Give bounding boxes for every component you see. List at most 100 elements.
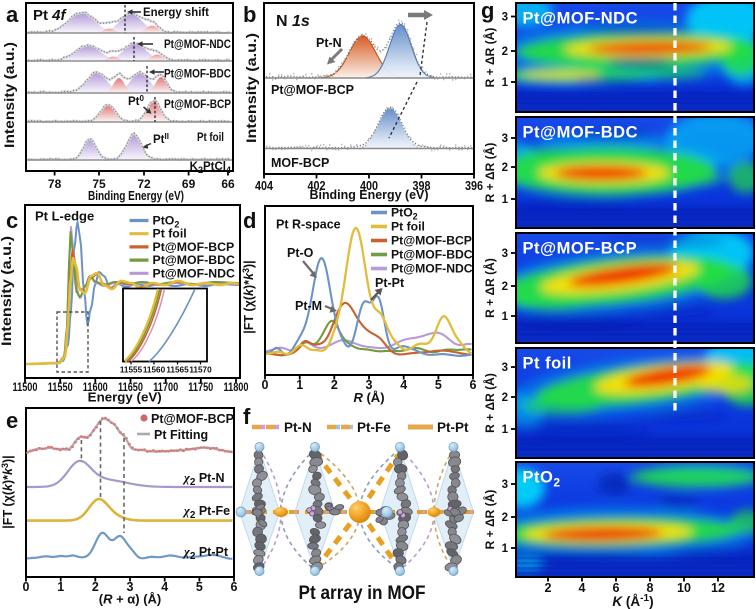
svg-text:Pt@MOF-NDC: Pt@MOF-NDC	[391, 262, 473, 276]
svg-text:2: 2	[502, 46, 508, 58]
svg-text:K2PtCl4: K2PtCl4	[190, 161, 231, 175]
svg-text:3: 3	[502, 479, 508, 491]
svg-text:2: 2	[92, 580, 99, 594]
svg-text:78: 78	[48, 177, 62, 191]
svg-text:0: 0	[23, 580, 30, 594]
svg-text:Pt L-edge: Pt L-edge	[35, 209, 94, 224]
svg-text:Pt@MOF-BDC: Pt@MOF-BDC	[391, 248, 473, 262]
svg-text:χ2 Pt-N: χ2 Pt-N	[182, 471, 225, 488]
svg-text:404: 404	[255, 179, 273, 193]
svg-text:3: 3	[127, 580, 134, 594]
svg-text:11560: 11560	[143, 366, 166, 375]
svg-text:Pt Fitting: Pt Fitting	[154, 428, 208, 442]
svg-text:Pt foil: Pt foil	[391, 220, 425, 234]
svg-text:6: 6	[231, 580, 238, 594]
svg-text:1: 1	[502, 543, 509, 555]
svg-text:11800: 11800	[224, 382, 249, 394]
svg-text:Pt-M: Pt-M	[295, 299, 322, 313]
svg-text:χ2 Pt-Fe: χ2 Pt-Fe	[182, 504, 230, 521]
svg-text:402: 402	[308, 179, 326, 193]
svg-text:Pt-N: Pt-N	[284, 420, 312, 435]
svg-text:2: 2	[502, 162, 508, 174]
svg-text:3: 3	[502, 12, 508, 24]
svg-text:Pt foil: Pt foil	[153, 227, 187, 241]
svg-text:R + ΔR (Å): R + ΔR (Å)	[482, 490, 497, 550]
svg-text:d: d	[243, 208, 256, 233]
svg-text:4: 4	[579, 581, 586, 595]
svg-text:Pt foil: Pt foil	[197, 132, 224, 144]
svg-text:11600: 11600	[83, 382, 108, 394]
svg-text:2: 2	[502, 281, 508, 293]
svg-text:2: 2	[331, 378, 338, 392]
svg-text:MOF-BCP: MOF-BCP	[271, 156, 329, 170]
svg-text:5: 5	[196, 580, 203, 594]
svg-text:Pt-N: Pt-N	[316, 36, 342, 50]
svg-text:Energy (eV): Energy (eV)	[88, 390, 162, 405]
svg-text:R + ΔR (Å): R + ΔR (Å)	[482, 373, 497, 433]
svg-text:1: 1	[296, 378, 303, 392]
svg-text:11500: 11500	[13, 382, 38, 394]
svg-text:Intensity (a.u.): Intensity (a.u.)	[244, 33, 259, 143]
svg-text:Pt-Pt: Pt-Pt	[437, 420, 469, 435]
svg-text:4: 4	[400, 378, 407, 392]
svg-text:b: b	[243, 2, 256, 27]
svg-text:11650: 11650	[118, 382, 143, 394]
svg-text:Pt foil: Pt foil	[523, 355, 572, 373]
svg-text:2: 2	[545, 581, 552, 595]
svg-text:K (Å-1): K (Å-1)	[612, 593, 653, 609]
svg-text:10: 10	[677, 581, 691, 595]
svg-text:Pt R-space: Pt R-space	[276, 218, 341, 232]
svg-text:Pt-O: Pt-O	[287, 246, 314, 260]
svg-text:N 1s: N 1s	[276, 13, 310, 30]
svg-text:Pt@MOF-NDC: Pt@MOF-NDC	[164, 37, 231, 51]
svg-text:12: 12	[711, 581, 725, 595]
svg-text:1: 1	[502, 311, 509, 323]
svg-text:Pt-Pt: Pt-Pt	[375, 276, 405, 290]
svg-text:e: e	[6, 408, 18, 433]
svg-text:4: 4	[161, 580, 168, 594]
svg-text:Pt@MOF-BDC: Pt@MOF-BDC	[153, 253, 235, 267]
svg-text:Pt@MOF-BDC: Pt@MOF-BDC	[164, 67, 231, 81]
svg-text:8: 8	[647, 581, 654, 595]
svg-text:Pt@MOF-NDC: Pt@MOF-NDC	[523, 10, 639, 28]
svg-text:69: 69	[182, 177, 196, 191]
svg-text:Pt@MOF-BCP: Pt@MOF-BCP	[271, 83, 354, 97]
svg-text:R (Å): R (Å)	[353, 390, 384, 405]
svg-text:Pt@MOF-BCP: Pt@MOF-BCP	[391, 234, 472, 248]
svg-text:Pt@MOF-BDC: Pt@MOF-BDC	[523, 124, 639, 142]
svg-text:0: 0	[262, 378, 269, 392]
svg-text:Pt array in MOF: Pt array in MOF	[299, 583, 426, 604]
svg-text:Pt-Fe: Pt-Fe	[357, 420, 391, 435]
svg-text:1: 1	[57, 580, 64, 594]
svg-text:1: 1	[502, 424, 509, 436]
svg-text:χ2 Pt-Pt: χ2 Pt-Pt	[182, 545, 229, 562]
svg-text:3: 3	[366, 378, 373, 392]
svg-text:1: 1	[502, 194, 509, 206]
svg-text:a: a	[6, 2, 19, 27]
svg-text:6: 6	[613, 581, 620, 595]
svg-text:Pt@MOF-BCP: Pt@MOF-BCP	[523, 240, 638, 258]
svg-text:3: 3	[502, 362, 508, 374]
svg-text:Energy shift: Energy shift	[143, 5, 209, 19]
svg-text:g: g	[481, 0, 494, 23]
svg-text:2: 2	[502, 392, 508, 404]
svg-text:5: 5	[435, 378, 442, 392]
svg-text:R + ΔR (Å): R + ΔR (Å)	[482, 143, 497, 203]
svg-text:400: 400	[360, 179, 378, 193]
svg-text:6: 6	[470, 378, 477, 392]
svg-text:75: 75	[92, 177, 106, 191]
svg-text:f: f	[243, 404, 251, 429]
svg-text:PtO2: PtO2	[153, 214, 180, 230]
svg-text:3: 3	[502, 248, 508, 260]
svg-text:11570: 11570	[189, 366, 212, 375]
svg-text:R + ΔR (Å): R + ΔR (Å)	[482, 28, 497, 88]
svg-text:66: 66	[221, 177, 235, 191]
svg-text:1: 1	[502, 77, 509, 89]
svg-text:11565: 11565	[166, 366, 189, 375]
svg-text:72: 72	[137, 177, 151, 191]
svg-text:Pt@MOF-BCP: Pt@MOF-BCP	[151, 412, 234, 426]
svg-text:Intensity (a.u.): Intensity (a.u.)	[0, 236, 14, 346]
svg-text:11750: 11750	[188, 382, 213, 394]
svg-text:(R + α) (Å): (R + α) (Å)	[99, 592, 162, 607]
svg-text:|FT (χ(k)*k3)|: |FT (χ(k)*k3)|	[241, 260, 256, 333]
